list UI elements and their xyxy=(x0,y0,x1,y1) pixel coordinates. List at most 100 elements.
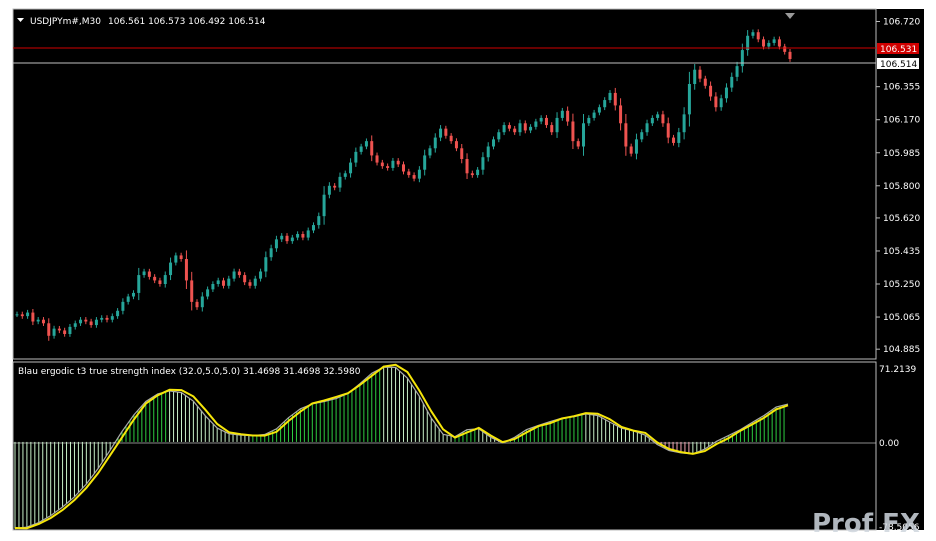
candle xyxy=(687,71,691,127)
price-tick-label: 104.885 xyxy=(883,345,920,355)
candle xyxy=(163,271,167,288)
candle xyxy=(380,159,384,169)
candle xyxy=(634,133,638,160)
main-price-panel[interactable]: USDJPYm#,M30 106.561 106.573 106.492 106… xyxy=(12,8,877,360)
candle-body xyxy=(359,146,363,152)
candle-body xyxy=(349,162,353,174)
candle-body xyxy=(269,248,273,258)
candle-body xyxy=(338,176,342,188)
candle-body xyxy=(380,162,384,167)
candle xyxy=(280,233,284,243)
candle-body xyxy=(719,98,723,108)
candle-body xyxy=(507,125,511,129)
candle-body xyxy=(576,141,580,147)
candle-body xyxy=(767,42,771,47)
candle xyxy=(370,135,374,162)
candle xyxy=(645,119,649,136)
candle-body xyxy=(216,280,220,284)
candle-body xyxy=(423,155,427,170)
dropdown-triangle-icon[interactable] xyxy=(17,18,24,22)
indicator-label: Blau ergodic t3 true strength index (32.… xyxy=(18,367,361,377)
bid-price-label: 106.514 xyxy=(880,60,917,70)
candle xyxy=(460,144,464,164)
candle-body xyxy=(354,151,358,163)
candle xyxy=(322,186,326,225)
chart-shift-marker-icon[interactable] xyxy=(785,13,795,19)
candle-body xyxy=(68,326,72,334)
price-tick-label: 106.170 xyxy=(883,116,920,126)
candle xyxy=(783,43,787,55)
candle xyxy=(158,277,162,287)
indicator-panel[interactable]: Blau ergodic t3 true strength index (32.… xyxy=(12,361,920,533)
candle xyxy=(147,268,151,280)
candle xyxy=(465,153,469,179)
candle xyxy=(682,107,686,140)
candle xyxy=(253,275,257,289)
candle xyxy=(237,268,241,278)
candle-body xyxy=(698,69,702,79)
candle-body xyxy=(751,32,755,36)
indicator-panel-border xyxy=(12,361,877,531)
price-tick-label: 105.620 xyxy=(883,214,920,224)
candle-body xyxy=(597,107,601,113)
candle xyxy=(211,281,215,293)
candle xyxy=(417,166,421,183)
candle-body xyxy=(370,141,374,156)
candle xyxy=(36,317,40,325)
candle-body xyxy=(740,50,744,67)
candle xyxy=(105,315,109,323)
candle xyxy=(698,66,702,83)
candle xyxy=(629,143,633,157)
candle-body xyxy=(89,321,93,326)
candle xyxy=(454,138,458,152)
candle-body xyxy=(534,121,538,127)
candle xyxy=(735,61,739,82)
candle-body xyxy=(677,132,681,143)
candle-body xyxy=(672,137,676,143)
candle xyxy=(656,111,660,121)
candle xyxy=(364,138,368,150)
candle xyxy=(142,268,146,278)
candle xyxy=(274,235,278,252)
candle-body xyxy=(640,132,644,140)
ask-price-tag xyxy=(877,43,919,54)
candle-body xyxy=(582,123,586,147)
candle-body xyxy=(687,84,691,115)
candle xyxy=(296,231,300,241)
candle xyxy=(174,252,178,266)
candle-body xyxy=(184,259,188,281)
candle-body xyxy=(137,275,141,293)
candle xyxy=(57,325,61,334)
price-tick-label: 105.065 xyxy=(883,313,920,323)
candle xyxy=(719,94,723,111)
candle-body xyxy=(322,194,326,217)
candle-body xyxy=(31,312,35,322)
candle xyxy=(396,158,400,168)
candle-body xyxy=(746,35,750,51)
candle-body xyxy=(619,105,623,124)
price-tick-group: 106.720 106.355 106.170 105.985 105.800 105.6… xyxy=(876,18,920,355)
candle-body xyxy=(169,262,173,276)
candle-body xyxy=(645,123,649,133)
candle xyxy=(285,233,289,244)
candle-body xyxy=(603,100,607,108)
candle xyxy=(190,271,194,311)
candle-body xyxy=(280,235,284,240)
candle xyxy=(724,83,728,103)
candle xyxy=(259,268,263,282)
candle-body xyxy=(703,78,707,86)
candle xyxy=(428,145,432,159)
candle xyxy=(327,182,331,199)
candle xyxy=(576,138,580,150)
candle xyxy=(486,142,490,162)
candle-body xyxy=(285,235,289,242)
candle xyxy=(375,152,379,166)
candle xyxy=(555,112,559,138)
candle xyxy=(560,107,564,121)
candle-body xyxy=(666,123,670,138)
candle xyxy=(317,212,321,229)
candle-body xyxy=(174,255,178,263)
candle xyxy=(746,30,750,56)
candle xyxy=(84,317,88,325)
